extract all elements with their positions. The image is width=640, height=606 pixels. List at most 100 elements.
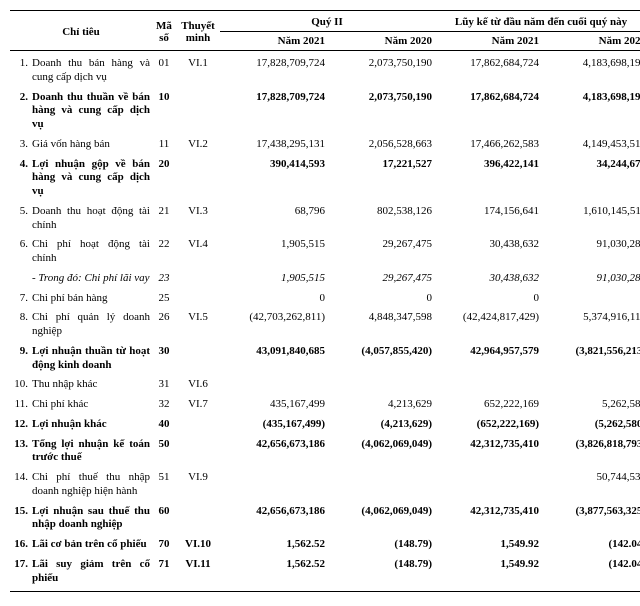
row-lk-2021: 42,312,735,410 [434,435,541,469]
hdr-thuyetminh: Thuyết minh [176,11,220,51]
row-q2-2021: 68,796 [220,202,327,236]
hdr-quy: Quý II [220,11,434,32]
table-row: 2.Doanh thu thuần về bán hàng và cung cấ… [10,88,640,135]
row-maso: 21 [152,202,176,236]
row-lk-2020: 50,744,532 [541,468,640,502]
hdr-q-2020: Năm 2020 [327,32,434,51]
row-index: 12. [10,415,30,435]
row-q2-2020: 4,848,347,598 [327,308,434,342]
row-lk-2020: 5,262,580 [541,395,640,415]
row-maso: 50 [152,435,176,469]
row-thuyetminh: VI.6 [176,375,220,395]
row-q2-2021: 0 [220,289,327,309]
row-label: Tổng lợi nhuận kế toán trước thuế [30,435,152,469]
row-lk-2020: 34,244,677 [541,155,640,202]
row-lk-2020: (142.04) [541,555,640,592]
row-q2-2021 [220,468,327,502]
row-lk-2020: (3,877,563,325) [541,502,640,536]
row-q2-2021: 1,905,515 [220,269,327,289]
row-lk-2021: 396,422,141 [434,155,541,202]
row-lk-2021: 30,438,632 [434,235,541,269]
row-index: 3. [10,135,30,155]
row-maso: 26 [152,308,176,342]
row-thuyetminh: VI.3 [176,202,220,236]
row-q2-2020: 2,056,528,663 [327,135,434,155]
row-maso: 01 [152,51,176,88]
row-maso: 51 [152,468,176,502]
row-thuyetminh: VI.7 [176,395,220,415]
row-label: Lợi nhuận gộp về bán hàng và cung cấp dị… [30,155,152,202]
hdr-q-2021: Năm 2021 [220,32,327,51]
table-row: 1.Doanh thu bán hàng và cung cấp dịch vụ… [10,51,640,88]
row-thuyetminh: VI.5 [176,308,220,342]
table-body: 1.Doanh thu bán hàng và cung cấp dịch vụ… [10,51,640,592]
row-lk-2020 [541,375,640,395]
row-q2-2020: 29,267,475 [327,235,434,269]
row-index: 6. [10,235,30,269]
row-lk-2020: (3,826,818,793) [541,435,640,469]
row-index: 17. [10,555,30,592]
row-q2-2020: (148.79) [327,535,434,555]
row-label: Doanh thu bán hàng và cung cấp dịch vụ [30,51,152,88]
row-lk-2021: 174,156,641 [434,202,541,236]
row-index: 10. [10,375,30,395]
row-label: Lãi cơ bản trên cổ phiếu [30,535,152,555]
row-index: 7. [10,289,30,309]
row-q2-2020: 2,073,750,190 [327,88,434,135]
row-q2-2020: 2,073,750,190 [327,51,434,88]
row-lk-2021: 17,862,684,724 [434,88,541,135]
row-lk-2020: (5,262,580) [541,415,640,435]
row-index: 13. [10,435,30,469]
row-q2-2021: 1,562.52 [220,535,327,555]
row-q2-2020: 29,267,475 [327,269,434,289]
financial-table: Chỉ tiêu Mã số Thuyết minh Quý II Lũy kế… [10,10,640,592]
row-thuyetminh [176,269,220,289]
row-index: 16. [10,535,30,555]
row-label: Lợi nhuận khác [30,415,152,435]
row-maso: 22 [152,235,176,269]
table-row: 17.Lãi suy giảm trên cổ phiếu71VI.111,56… [10,555,640,592]
row-q2-2021: 390,414,593 [220,155,327,202]
row-label: Lợi nhuận thuần từ hoạt động kinh doanh [30,342,152,376]
table-row: 13.Tổng lợi nhuận kế toán trước thuế50 42… [10,435,640,469]
row-lk-2021: 652,222,169 [434,395,541,415]
row-lk-2020: (3,821,556,213) [541,342,640,376]
row-label: Doanh thu hoạt động tài chính [30,202,152,236]
row-maso: 20 [152,155,176,202]
row-thuyetminh: VI.10 [176,535,220,555]
row-q2-2021: 17,438,295,131 [220,135,327,155]
table-row: 10.Thu nhập khác31VI.6 [10,375,640,395]
row-q2-2020: 0 [327,289,434,309]
row-lk-2021: 17,862,684,724 [434,51,541,88]
row-q2-2021 [220,375,327,395]
row-maso: 40 [152,415,176,435]
row-thuyetminh [176,435,220,469]
hdr-maso: Mã số [152,11,176,51]
row-lk-2021: 42,312,735,410 [434,502,541,536]
row-thuyetminh: VI.11 [176,555,220,592]
row-lk-2021 [434,468,541,502]
row-index [10,269,30,289]
row-index: 4. [10,155,30,202]
row-maso: 30 [152,342,176,376]
table-row: 8.Chi phí quản lý doanh nghiệp26VI.5(42,… [10,308,640,342]
row-thuyetminh [176,342,220,376]
row-index: 5. [10,202,30,236]
table-row: 15.Lợi nhuận sau thuế thu nhập doanh ngh… [10,502,640,536]
row-label: Chi phí khác [30,395,152,415]
row-q2-2020: 17,221,527 [327,155,434,202]
row-q2-2021: 1,562.52 [220,555,327,592]
row-q2-2020: (4,057,855,420) [327,342,434,376]
row-thuyetminh [176,155,220,202]
row-label: Lợi nhuận sau thuế thu nhập doanh nghiệp [30,502,152,536]
row-q2-2021: 17,828,709,724 [220,51,327,88]
table-row: 16.Lãi cơ bản trên cổ phiếu70VI.101,562.… [10,535,640,555]
hdr-l-2020: Năm 2020 [541,32,640,51]
row-thuyetminh: VI.2 [176,135,220,155]
row-lk-2021: 17,466,262,583 [434,135,541,155]
row-lk-2021: (652,222,169) [434,415,541,435]
row-maso: 11 [152,135,176,155]
row-maso: 31 [152,375,176,395]
row-q2-2020 [327,468,434,502]
row-q2-2020: 4,213,629 [327,395,434,415]
